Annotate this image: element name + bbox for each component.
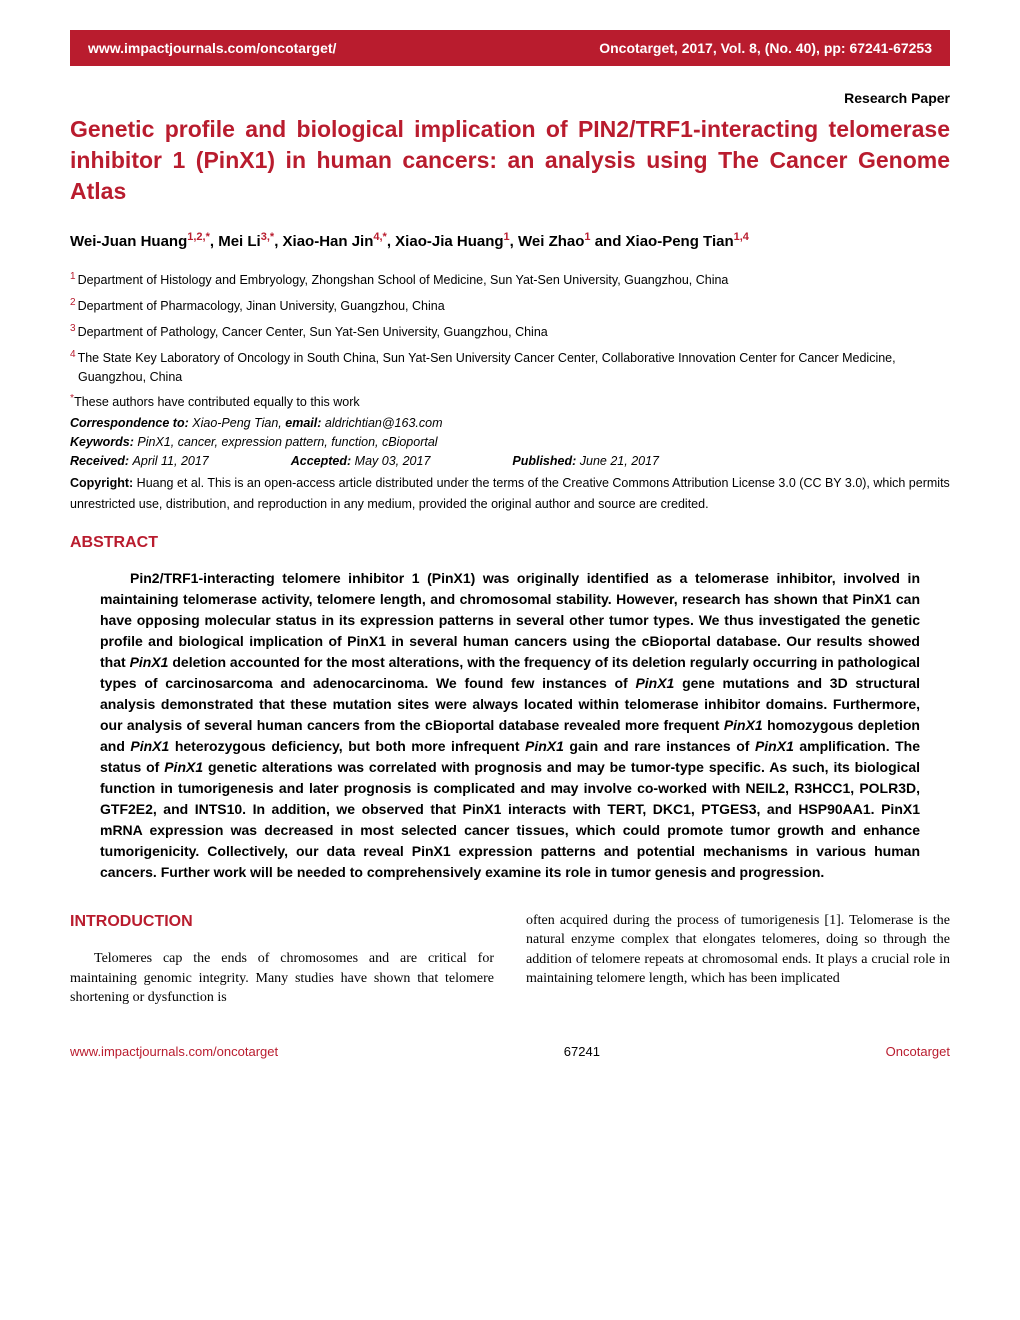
intro-para-left: Telomeres cap the ends of chromosomes an…	[70, 949, 494, 1008]
footer-url: www.impactjournals.com/oncotarget	[70, 1044, 278, 1059]
body-columns: INTRODUCTION Telomeres cap the ends of c…	[70, 911, 950, 1008]
correspondence-line: Correspondence to: Xiao-Peng Tian, email…	[70, 416, 950, 430]
keywords-line: Keywords: PinX1, cancer, expression patt…	[70, 435, 950, 449]
page-footer: www.impactjournals.com/oncotarget 67241 …	[70, 1044, 950, 1059]
paper-title: Genetic profile and biological implicati…	[70, 114, 950, 207]
introduction-heading: INTRODUCTION	[70, 911, 494, 933]
journal-header-bar: www.impactjournals.com/oncotarget/ Oncot…	[70, 30, 950, 66]
affiliation-1: 1Department of Histology and Embryology,…	[70, 270, 950, 289]
abstract-heading: ABSTRACT	[70, 534, 950, 552]
right-column: often acquired during the process of tum…	[526, 911, 950, 1008]
paper-type: Research Paper	[70, 90, 950, 106]
equal-contribution-note: *These authors have contributed equally …	[70, 393, 950, 409]
copyright-text: Copyright: Huang et al. This is an open-…	[70, 473, 950, 516]
page-number: 67241	[564, 1044, 600, 1059]
abstract-body: Pin2/TRF1-interacting telomere inhibitor…	[100, 568, 920, 883]
affiliation-3: 3Department of Pathology, Cancer Center,…	[70, 322, 950, 341]
left-column: INTRODUCTION Telomeres cap the ends of c…	[70, 911, 494, 1008]
header-citation: Oncotarget, 2017, Vol. 8, (No. 40), pp: …	[599, 40, 932, 56]
dates-line: Received: April 11, 2017 Accepted: May 0…	[70, 454, 950, 468]
affiliation-4: 4The State Key Laboratory of Oncology in…	[70, 348, 950, 385]
intro-para-right: often acquired during the process of tum…	[526, 911, 950, 989]
header-url: www.impactjournals.com/oncotarget/	[88, 40, 336, 56]
authors-list: Wei-Juan Huang1,2,*, Mei Li3,*, Xiao-Han…	[70, 229, 950, 254]
affiliation-2: 2Department of Pharmacology, Jinan Unive…	[70, 296, 950, 315]
footer-journal: Oncotarget	[886, 1044, 950, 1059]
